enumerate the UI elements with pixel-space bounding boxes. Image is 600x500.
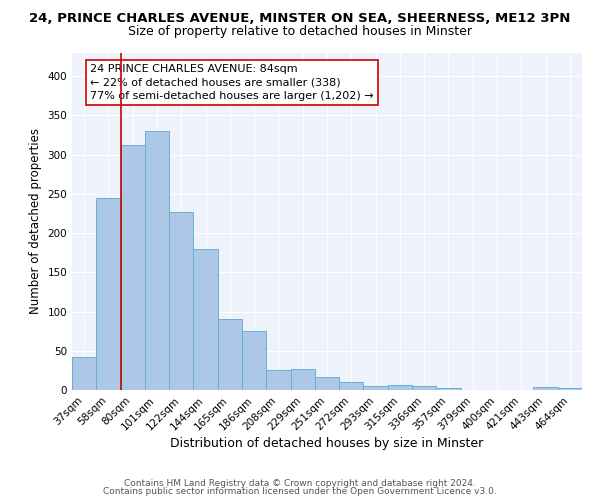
Bar	[266, 370, 290, 390]
Bar	[242, 331, 266, 390]
Bar	[96, 198, 121, 390]
Bar	[72, 357, 96, 390]
Text: Size of property relative to detached houses in Minster: Size of property relative to detached ho…	[128, 25, 472, 38]
Bar	[339, 382, 364, 390]
Bar	[388, 386, 412, 390]
Bar	[533, 387, 558, 390]
Text: Contains public sector information licensed under the Open Government Licence v3: Contains public sector information licen…	[103, 487, 497, 496]
Bar	[145, 131, 169, 390]
Bar	[412, 386, 436, 390]
Text: 24, PRINCE CHARLES AVENUE, MINSTER ON SEA, SHEERNESS, ME12 3PN: 24, PRINCE CHARLES AVENUE, MINSTER ON SE…	[29, 12, 571, 26]
Bar	[218, 320, 242, 390]
Bar	[315, 376, 339, 390]
Text: Contains HM Land Registry data © Crown copyright and database right 2024.: Contains HM Land Registry data © Crown c…	[124, 478, 476, 488]
Y-axis label: Number of detached properties: Number of detached properties	[29, 128, 42, 314]
Bar	[364, 386, 388, 390]
Bar	[290, 369, 315, 390]
Bar	[121, 145, 145, 390]
Bar	[169, 212, 193, 390]
X-axis label: Distribution of detached houses by size in Minster: Distribution of detached houses by size …	[170, 438, 484, 450]
Text: 24 PRINCE CHARLES AVENUE: 84sqm
← 22% of detached houses are smaller (338)
77% o: 24 PRINCE CHARLES AVENUE: 84sqm ← 22% of…	[90, 64, 374, 100]
Bar	[436, 388, 461, 390]
Bar	[558, 388, 582, 390]
Bar	[193, 248, 218, 390]
